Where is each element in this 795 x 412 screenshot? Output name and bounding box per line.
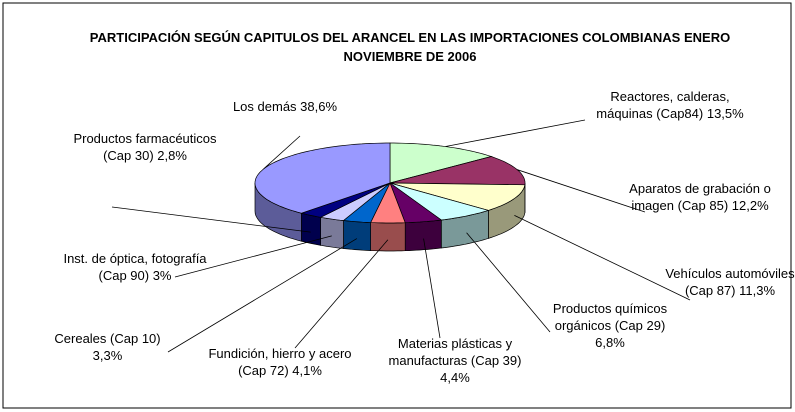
value-label: 6,8% [595, 335, 625, 350]
pie-slice-side [301, 212, 321, 246]
chart-title: PARTICIPACIÓN SEGÚN CAPITULOS DEL ARANCE… [89, 30, 731, 64]
value-label: 4,4% [440, 370, 470, 385]
leader-line [423, 238, 441, 339]
pie-slice-side [404, 219, 442, 252]
category-label: Reactores, calderas, máquinas (Cap84) [596, 89, 730, 121]
leader-line [445, 119, 586, 147]
leader-line [294, 239, 389, 349]
value-label: 2,8% [157, 148, 187, 163]
value-label: 3% [152, 268, 172, 283]
category-label: Fundición, hierro y acero (Cap 72) [208, 346, 352, 378]
value-label: 38,6% [300, 99, 338, 114]
category-label: Productos farmacéuticos (Cap 30) [73, 131, 217, 163]
value-label: 4,1% [292, 363, 322, 378]
category-label: Los demás [232, 99, 297, 114]
leader-line [263, 135, 301, 170]
leader-line [174, 235, 332, 278]
pie-slice-side [320, 216, 344, 249]
pie-slice [389, 182, 526, 211]
pie-slice [389, 182, 443, 224]
leader-line [517, 169, 646, 213]
category-label: Inst. de óptica, fotografía (Cap 90) [63, 251, 207, 283]
pie-slice-side [343, 220, 371, 251]
value-label: 12,2% [731, 198, 769, 213]
pie-slice [370, 182, 406, 224]
slice-label: Fundición, hierro y acero (Cap 72) 4,1% [200, 345, 360, 379]
pie-slice-side [370, 222, 406, 252]
category-label: Materias plásticas y manufacturas (Cap 3… [388, 336, 522, 368]
category-label: Vehículos automóviles (Cap 87) [665, 266, 795, 298]
pie-slice [389, 182, 490, 221]
slice-label: Vehículos automóviles (Cap 87) 11,3% [660, 265, 795, 299]
leader-line [111, 206, 311, 233]
pie-slice [319, 182, 391, 221]
slice-label: Cereales (Cap 10) 3,3% [45, 330, 170, 364]
slice-label: Productos farmacéuticos (Cap 30) 2,8% [60, 130, 230, 164]
pie-slice [300, 182, 391, 218]
pie-slice [342, 182, 391, 223]
value-label: 11,3% [739, 283, 776, 298]
slice-label: Materias plásticas y manufacturas (Cap 3… [380, 335, 530, 386]
slice-label: Aparatos de grabación o imagen (Cap 85) … [625, 180, 775, 214]
category-label: Aparatos de grabación o imagen (Cap 85) [629, 181, 771, 213]
leader-line [514, 214, 691, 301]
leader-line [167, 238, 358, 353]
slice-label: Los demás 38,6% [230, 98, 340, 115]
pie-slice [389, 142, 493, 184]
slice-label: Productos químicos orgánicos (Cap 29) 6,… [540, 300, 680, 351]
category-label: Productos químicos orgánicos (Cap 29) [552, 301, 668, 333]
category-label: Cereales (Cap 10) [54, 331, 161, 346]
value-label: 3,3% [92, 348, 123, 363]
leader-line [466, 232, 551, 333]
slice-label: Inst. de óptica, fotografía (Cap 90) 3% [60, 250, 210, 284]
value-label: 13,5% [706, 106, 744, 121]
slice-label: Reactores, calderas, máquinas (Cap84) 13… [585, 88, 755, 122]
